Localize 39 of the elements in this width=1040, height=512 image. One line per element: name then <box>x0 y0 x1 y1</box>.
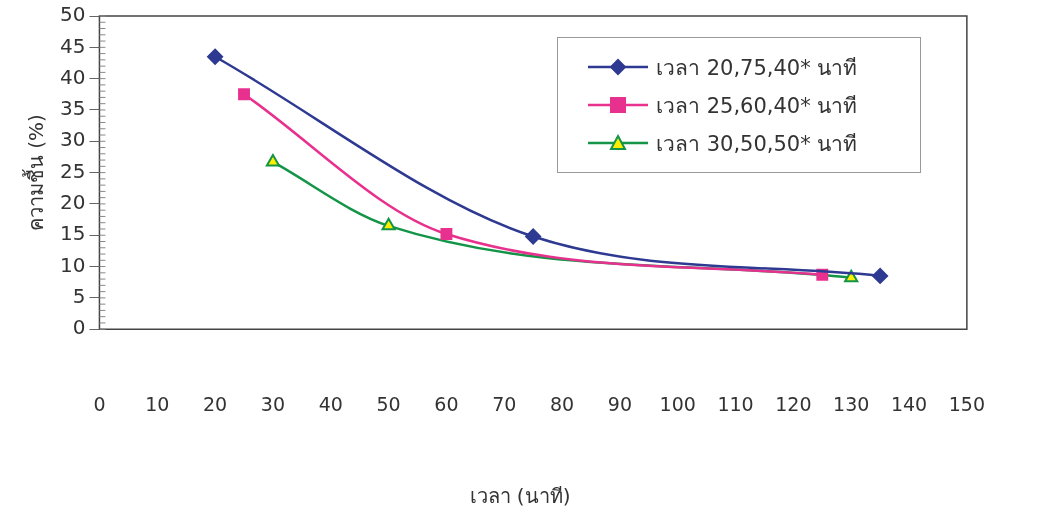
legend-label: เวลา 25,60,40* นาที <box>656 92 858 120</box>
x-axis-title: เวลา (นาที) <box>468 483 572 510</box>
legend-label: เวลา 30,50,50* นาที <box>656 130 858 158</box>
y-tick-label: 10 <box>60 252 86 277</box>
x-tick-label: 40 <box>318 392 343 415</box>
y-tick-label: 5 <box>72 284 86 309</box>
y-tick-label: 40 <box>60 64 86 89</box>
point <box>381 217 396 231</box>
x-tick-label: 10 <box>145 392 170 415</box>
y-tick-label: 30 <box>60 127 86 152</box>
x-tick-label: 70 <box>492 392 517 415</box>
point <box>238 88 250 101</box>
y-tick-label: 45 <box>60 33 86 58</box>
x-tick-label: 30 <box>260 392 286 415</box>
y-tick-label: 35 <box>60 96 86 121</box>
point <box>440 228 453 240</box>
x-tick-label: 120 <box>775 392 812 415</box>
x-tick-label: 80 <box>549 392 575 415</box>
point <box>872 267 889 284</box>
y-tick-label: 20 <box>60 190 86 215</box>
y-tick-label: 0 <box>72 315 86 340</box>
y-tick-label: 15 <box>60 221 86 246</box>
point <box>265 153 280 167</box>
x-tick-label: 60 <box>434 392 459 415</box>
point <box>207 48 224 65</box>
y-axis-title: ความชื้น (%) <box>22 114 49 232</box>
x-tick-label: 140 <box>890 392 928 415</box>
legend-label: เวลา 20,75,40* นาที <box>656 54 858 82</box>
x-tick-label: 130 <box>833 392 870 415</box>
x-tick-label: 50 <box>376 392 401 415</box>
y-tick-label: 25 <box>60 158 86 183</box>
x-tick-label: 100 <box>659 392 696 415</box>
x-tick-label: 0 <box>93 392 106 415</box>
x-tick-label: 150 <box>948 392 985 415</box>
point <box>525 228 542 245</box>
x-tick-label: 20 <box>203 392 228 415</box>
x-tick-label: 90 <box>607 392 632 415</box>
y-tick-label: 50 <box>60 2 86 27</box>
x-tick-label: 110 <box>717 392 754 415</box>
